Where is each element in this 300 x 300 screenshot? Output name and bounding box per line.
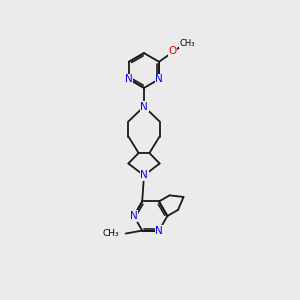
Text: CH₃: CH₃ [103,229,119,238]
Text: N: N [140,101,148,112]
Text: N: N [155,226,163,236]
Text: N: N [140,170,148,181]
Text: O: O [168,46,176,56]
Text: N: N [155,74,163,84]
Text: N: N [130,211,138,221]
Text: N: N [125,74,133,84]
Text: CH₃: CH₃ [179,39,195,48]
